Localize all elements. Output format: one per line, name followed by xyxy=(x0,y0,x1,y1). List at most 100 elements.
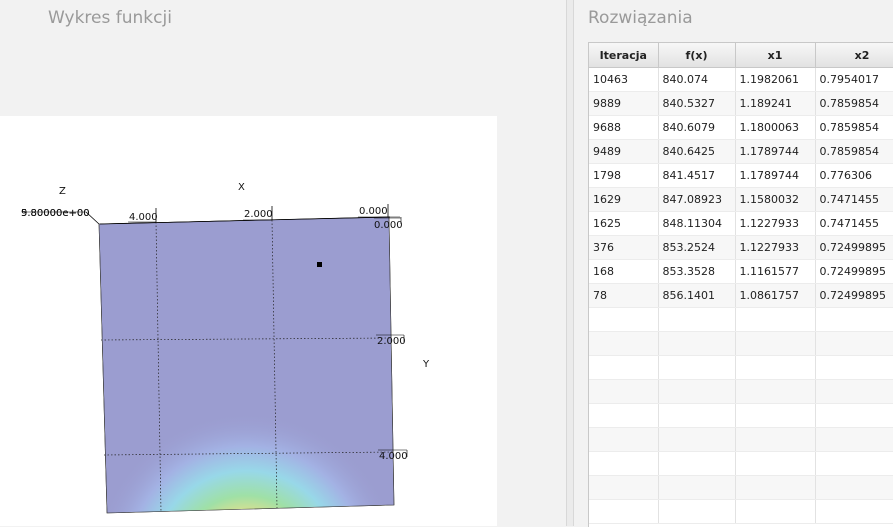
table-cell: 840.074 xyxy=(658,67,736,92)
table-cell xyxy=(815,403,893,428)
table-cell: 10463 xyxy=(589,67,659,92)
table-row[interactable]: 168 853.3528 1.1161577 0.72499895 xyxy=(589,259,893,284)
table-cell: 78 xyxy=(589,283,659,308)
table-row[interactable]: 10463 840.074 1.1982061 0.7954017 xyxy=(589,67,893,92)
table-cell xyxy=(735,499,816,524)
plot-canvas[interactable]: Z 5.80000e+00 9.80000e+00 X 4.000 2.000 … xyxy=(0,116,497,526)
table-row[interactable]: 1629 847.08923 1.1580032 0.7471455 xyxy=(589,187,893,212)
column-header-iteration[interactable]: Iteracja xyxy=(589,43,659,68)
table-cell xyxy=(658,427,736,452)
table-cell xyxy=(735,307,816,332)
column-header-fx[interactable]: f(x) xyxy=(658,43,736,68)
table-cell: 0.7954017 xyxy=(815,67,893,92)
x-tick-label: 2.000 xyxy=(244,209,273,220)
table-cell: 853.3528 xyxy=(658,259,736,284)
table-cell xyxy=(589,379,659,404)
chart-panel-title: Wykres funkcji xyxy=(48,8,172,28)
solutions-panel-title: Rozwiązania xyxy=(588,8,693,28)
z-axis-label: Z xyxy=(59,186,66,197)
empty-table-row[interactable] xyxy=(589,451,893,476)
table-cell xyxy=(658,331,736,356)
x-tick-label: 4.000 xyxy=(129,212,158,223)
table-cell: 848.11304 xyxy=(658,211,736,236)
table-cell: 1.1161577 xyxy=(735,259,816,284)
table-cell: 853.2524 xyxy=(658,235,736,260)
empty-table-row[interactable] xyxy=(589,403,893,428)
table-cell: 0.776306 xyxy=(815,163,893,188)
table-cell: 0.72499895 xyxy=(815,283,893,308)
column-header-x2[interactable]: x2 xyxy=(815,43,893,68)
table-cell xyxy=(658,379,736,404)
table-cell xyxy=(735,427,816,452)
optimum-point-marker xyxy=(317,262,322,267)
chart-panel: Wykres funkcji xyxy=(0,8,497,526)
table-cell xyxy=(815,499,893,524)
table-cell: 9688 xyxy=(589,115,659,140)
y-tick-label: 0.000 xyxy=(374,220,403,231)
surface-heat-gradient xyxy=(99,217,394,513)
table-cell xyxy=(589,331,659,356)
table-row[interactable]: 9688 840.6079 1.1800063 0.7859854 xyxy=(589,115,893,140)
table-cell xyxy=(589,403,659,428)
table-cell: 376 xyxy=(589,235,659,260)
table-cell: 1.1580032 xyxy=(735,187,816,212)
table-cell: 1.0861757 xyxy=(735,283,816,308)
table-cell xyxy=(658,307,736,332)
table-row[interactable]: 1625 848.11304 1.1227933 0.7471455 xyxy=(589,211,893,236)
table-cell: 9489 xyxy=(589,139,659,164)
table-cell xyxy=(658,475,736,500)
empty-table-row[interactable] xyxy=(589,355,893,380)
table-cell: 1629 xyxy=(589,187,659,212)
table-cell xyxy=(815,355,893,380)
table-cell xyxy=(589,427,659,452)
table-body: 10463 840.074 1.1982061 0.7954017 9889 840.53… xyxy=(589,67,893,524)
table-cell xyxy=(735,403,816,428)
table-cell: 841.4517 xyxy=(658,163,736,188)
table-cell: 840.6079 xyxy=(658,115,736,140)
split-pane-divider[interactable] xyxy=(566,0,574,526)
table-cell xyxy=(815,331,893,356)
table-row[interactable]: 9889 840.5327 1.189241 0.7859854 xyxy=(589,91,893,116)
empty-table-row[interactable] xyxy=(589,307,893,332)
table-cell xyxy=(815,475,893,500)
table-cell xyxy=(735,451,816,476)
table-cell: 840.6425 xyxy=(658,139,736,164)
table-cell xyxy=(735,355,816,380)
table-cell: 1.1800063 xyxy=(735,115,816,140)
table-cell: 1.1227933 xyxy=(735,235,816,260)
table-row[interactable]: 376 853.2524 1.1227933 0.72499895 xyxy=(589,235,893,260)
table-row[interactable]: 9489 840.6425 1.1789744 0.7859854 xyxy=(589,139,893,164)
table-cell: 0.7859854 xyxy=(815,91,893,116)
y-axis-label: Y xyxy=(422,359,430,370)
table-cell: 856.1401 xyxy=(658,283,736,308)
x-axis-label: X xyxy=(238,182,245,193)
table-cell: 0.7471455 xyxy=(815,187,893,212)
empty-table-row[interactable] xyxy=(589,379,893,404)
table-cell: 1.1227933 xyxy=(735,211,816,236)
table-cell: 840.5327 xyxy=(658,91,736,116)
table-cell xyxy=(815,427,893,452)
table-cell: 1.1789744 xyxy=(735,139,816,164)
table-row[interactable]: 1798 841.4517 1.1789744 0.776306 xyxy=(589,163,893,188)
table-cell xyxy=(658,355,736,380)
table-cell: 1625 xyxy=(589,211,659,236)
solutions-table[interactable]: Iteracja f(x) x1 x2 10463 840.074 1.198206… xyxy=(588,42,893,527)
x-tick-label: 0.000 xyxy=(359,206,388,217)
table-cell: 0.7859854 xyxy=(815,139,893,164)
table-row[interactable]: 78 856.1401 1.0861757 0.72499895 xyxy=(589,283,893,308)
grid-line-x-2 xyxy=(271,219,278,509)
empty-table-row[interactable] xyxy=(589,427,893,452)
table-cell xyxy=(589,451,659,476)
empty-table-row[interactable] xyxy=(589,331,893,356)
table-cell xyxy=(589,475,659,500)
surface-plot[interactable]: Z 5.80000e+00 9.80000e+00 X 4.000 2.000 … xyxy=(0,116,497,526)
empty-table-row[interactable] xyxy=(589,475,893,500)
grid-line-y-4 xyxy=(103,451,394,456)
table-cell xyxy=(815,451,893,476)
empty-table-row[interactable] xyxy=(589,499,893,524)
grid-line-y-2 xyxy=(100,337,392,341)
y-tick-label: 4.000 xyxy=(379,451,408,462)
z-tick-label: 9.80000e+00 xyxy=(21,208,90,219)
column-header-x1[interactable]: x1 xyxy=(735,43,816,68)
table-cell: 0.72499895 xyxy=(815,259,893,284)
